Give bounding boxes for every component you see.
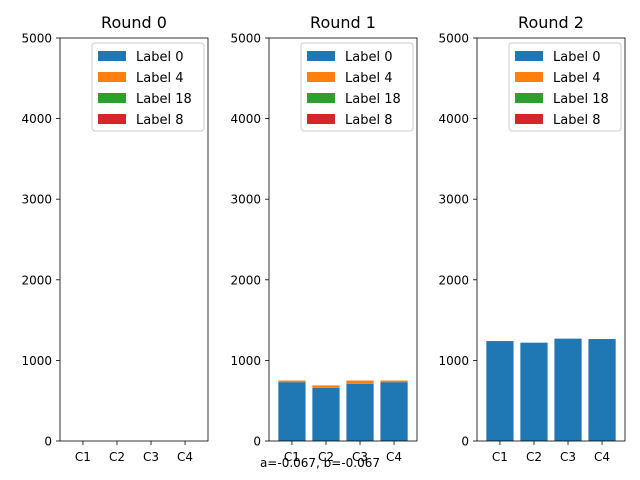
figure-caption: a=-0.067, b=-0.067 <box>259 456 381 470</box>
legend-entry: Label 0 <box>345 50 392 65</box>
x-tick-label: C2 <box>526 450 542 464</box>
bar-label-4-c1 <box>278 380 306 383</box>
y-tick-label: 3000 <box>438 193 469 207</box>
y-tick-label: 3000 <box>21 193 52 207</box>
y-tick-label: 0 <box>253 435 261 449</box>
bar-label-0-c3 <box>346 383 374 441</box>
y-tick-label: 5000 <box>21 32 52 46</box>
subplot-0: Round 0 C1 C2 C3 C4 0 1000 2000 3000 4000 5000 Labe… <box>21 13 209 464</box>
legend-entry: Label 4 <box>345 71 392 86</box>
bar-label-4-c4 <box>380 380 408 383</box>
x-tick-label: C1 <box>75 450 91 464</box>
legend-entry: Label 18 <box>553 92 609 107</box>
y-tick-label: 4000 <box>21 112 52 126</box>
bar-label-0-c1 <box>486 341 514 441</box>
legend-swatch <box>515 93 543 103</box>
x-tick-label: C2 <box>109 450 125 464</box>
legend-entry: Label 18 <box>345 92 401 107</box>
axes-frame <box>59 37 209 442</box>
y-tick-label: 2000 <box>230 273 261 287</box>
y-tick-label: 4000 <box>438 112 469 126</box>
legend-entry: Label 8 <box>345 113 392 128</box>
y-tick-label: 3000 <box>230 193 261 207</box>
x-tick-label: C4 <box>386 450 402 464</box>
legend-swatch <box>307 72 335 82</box>
x-tick-label: C3 <box>560 450 576 464</box>
legend-entry: Label 8 <box>553 113 600 128</box>
x-tick-label: C1 <box>284 450 300 464</box>
legend: Label 0 Label 4 Label 18 Label 8 <box>508 42 622 132</box>
legend: Label 0 Label 4 Label 18 Label 8 <box>300 42 414 132</box>
y-tick-label: 5000 <box>438 32 469 46</box>
legend-box <box>508 42 622 132</box>
bar-label-4-c2 <box>312 385 340 388</box>
bar-label-0-c4 <box>588 339 616 441</box>
x-tick-label: C4 <box>177 450 193 464</box>
axes-frame <box>268 37 418 442</box>
legend-entry: Label 18 <box>136 92 192 107</box>
legend-entry: Label 8 <box>136 113 183 128</box>
y-tick-label: 1000 <box>21 354 52 368</box>
y-tick-label: 1000 <box>230 354 261 368</box>
subplot-1: Round 1 C1 C2 C3 C4 0 1000 2000 3000 4000 5000 Labe… <box>230 13 418 464</box>
x-tick-label: C3 <box>352 450 368 464</box>
legend-entry: Label 4 <box>553 71 600 86</box>
bar-label-0-c3 <box>554 338 582 441</box>
y-tick-label: 1000 <box>438 354 469 368</box>
legend-swatch <box>98 51 126 61</box>
legend-entry: Label 4 <box>136 71 183 86</box>
legend-entry: Label 0 <box>553 50 600 65</box>
legend-swatch <box>98 114 126 124</box>
y-tick-label: 0 <box>461 435 469 449</box>
legend-swatch <box>515 51 543 61</box>
bar-label-0-c4 <box>380 382 408 441</box>
legend-swatch <box>307 51 335 61</box>
y-tick-label: 2000 <box>21 273 52 287</box>
axes-frame <box>476 37 626 442</box>
legend-box <box>300 42 414 132</box>
legend-entry: Label 0 <box>136 50 183 65</box>
x-tick-label: C4 <box>594 450 610 464</box>
bar-label-0-c2 <box>312 387 340 441</box>
x-tick-label: C3 <box>143 450 159 464</box>
subplot-title: Round 0 <box>101 13 167 32</box>
y-tick-label: 5000 <box>230 32 261 46</box>
subplot-title: Round 1 <box>310 13 376 32</box>
x-tick-label: C1 <box>492 450 508 464</box>
legend-swatch <box>307 93 335 103</box>
bar-label-0-c1 <box>278 382 306 441</box>
bar-label-0-c2 <box>520 342 548 441</box>
x-tick-label: C2 <box>318 450 334 464</box>
bar-label-4-c3 <box>346 380 374 384</box>
legend-swatch <box>98 72 126 82</box>
legend: Label 0 Label 4 Label 18 Label 8 <box>91 42 205 132</box>
legend-swatch <box>98 93 126 103</box>
legend-swatch <box>515 72 543 82</box>
y-tick-label: 2000 <box>438 273 469 287</box>
legend-swatch <box>307 114 335 124</box>
y-tick-label: 4000 <box>230 112 261 126</box>
legend-box <box>91 42 205 132</box>
subplot-title: Round 2 <box>518 13 584 32</box>
y-tick-label: 0 <box>44 435 52 449</box>
subplot-2: Round 2 C1 C2 C3 C4 0 1000 2000 3000 4000 5000 Labe… <box>438 13 626 464</box>
legend-swatch <box>515 114 543 124</box>
